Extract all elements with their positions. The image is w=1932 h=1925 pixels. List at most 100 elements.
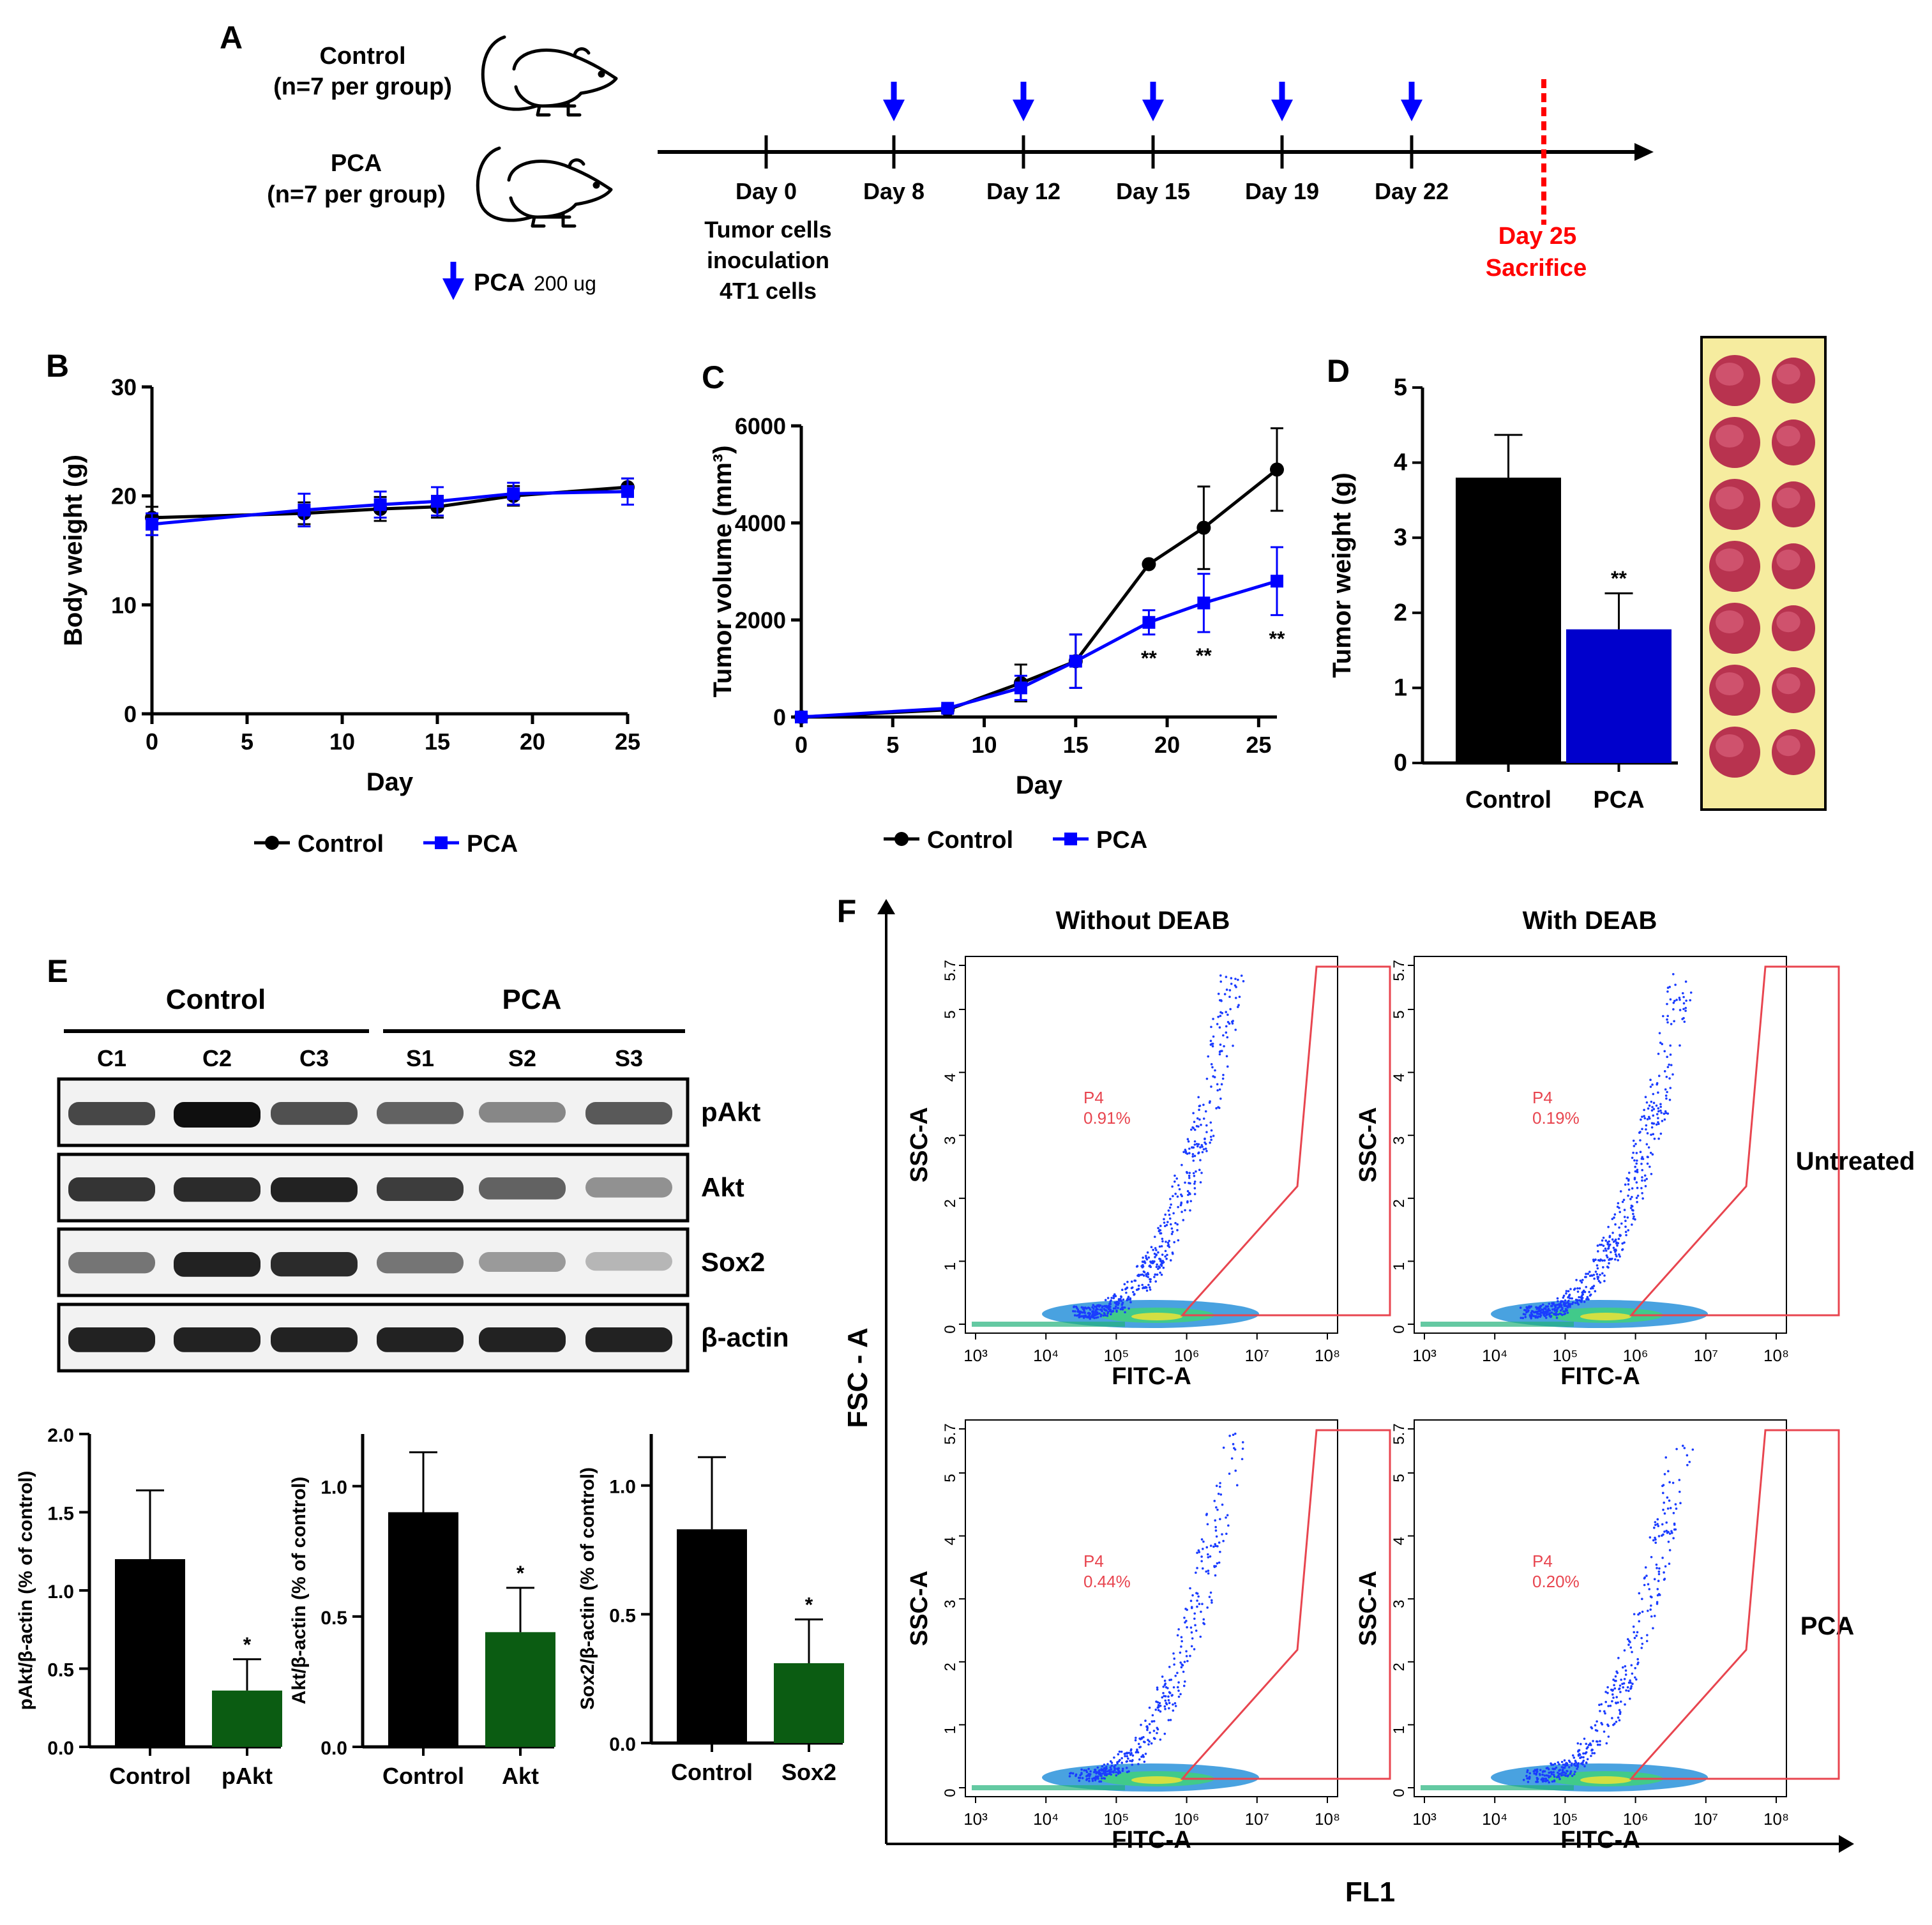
event-dot (1615, 1696, 1618, 1698)
event-dot (1630, 1685, 1633, 1687)
timeline-day-label: Day 8 (863, 178, 924, 204)
event-dot (1159, 1271, 1161, 1274)
event-dot (1532, 1315, 1536, 1317)
timeline-day-label: Day 19 (1245, 178, 1319, 204)
event-dot (1212, 1018, 1214, 1020)
event-dot (1226, 1020, 1230, 1023)
event-dot (1631, 1650, 1633, 1654)
event-dot (1083, 1769, 1085, 1772)
event-dot (1544, 1777, 1548, 1780)
event-dot (1213, 1565, 1216, 1567)
gate-percent: 0.19% (1532, 1108, 1580, 1128)
event-dot (1169, 1719, 1172, 1721)
event-dot (1127, 1757, 1129, 1760)
event-dot (1604, 1712, 1606, 1715)
event-dot (1199, 1181, 1202, 1184)
event-dot (1596, 1729, 1599, 1732)
event-dot (1596, 1267, 1599, 1270)
blot-frame (57, 1227, 690, 1297)
event-dot (1182, 1684, 1186, 1687)
flow-plot: 10³ 10⁴ 10⁵ 10⁶ 10⁷ 10⁸0123455.7FITC-ASSC-AP4… (1355, 1419, 1840, 1853)
event-dot (1216, 1023, 1219, 1025)
event-dot (1624, 1665, 1627, 1668)
event-dot (1186, 1189, 1189, 1193)
event-dot (1215, 1484, 1218, 1487)
event-dot (1627, 1689, 1630, 1693)
event-dot (1624, 1183, 1627, 1186)
event-dot (1138, 1746, 1141, 1749)
event-dot (1550, 1315, 1553, 1318)
event-dot (1562, 1294, 1566, 1297)
x-tick-label: 0 (795, 732, 808, 758)
event-dot (1634, 1170, 1638, 1173)
event-dot (1657, 1117, 1659, 1120)
x-tick-label: 10⁶ (1174, 1346, 1200, 1365)
event-dot (1120, 1295, 1123, 1299)
y-tick-label: 2000 (735, 607, 786, 633)
event-dot (1153, 1235, 1156, 1238)
event-dot (1234, 1448, 1237, 1451)
event-dot (1655, 1123, 1658, 1126)
blot-group-control: Control (166, 984, 266, 1015)
mouse-body-outline (507, 160, 613, 219)
y-axis-label: Body weight (g) (59, 455, 87, 646)
event-dot (1092, 1308, 1095, 1310)
event-dot (1168, 1239, 1171, 1242)
event-dot (1168, 1702, 1171, 1704)
event-dot (1153, 1276, 1156, 1278)
event-dot (1544, 1305, 1548, 1308)
event-dot (1129, 1301, 1132, 1304)
event-dot (1596, 1264, 1599, 1267)
event-dot (1661, 1484, 1664, 1488)
tumor-highlight (1716, 363, 1744, 386)
event-dot (1657, 1580, 1660, 1582)
event-dot (1121, 1301, 1124, 1304)
event-dot (1656, 1603, 1659, 1605)
legend-label-pca: PCA (467, 831, 518, 857)
day0-note: inoculation (707, 247, 829, 273)
event-dot (1603, 1274, 1606, 1277)
event-dot (1209, 1591, 1212, 1594)
event-dot (1240, 974, 1243, 977)
event-dot (1659, 1105, 1662, 1108)
data-point-pca (941, 702, 955, 715)
panel-label-f: F (837, 893, 857, 929)
event-dot (1664, 1456, 1668, 1459)
event-dot (1565, 1292, 1567, 1295)
event-dot (1646, 1162, 1649, 1165)
event-dot (1171, 1694, 1174, 1696)
tumor-highlight (1776, 425, 1800, 447)
event-dot (1566, 1305, 1569, 1308)
event-dot (1668, 1549, 1672, 1551)
event-dot (1176, 1672, 1179, 1674)
event-dot (1641, 1610, 1644, 1613)
event-dot (1071, 1772, 1075, 1775)
event-dot (1636, 1657, 1639, 1661)
event-dot (1580, 1295, 1583, 1298)
event-dot (1626, 1216, 1629, 1219)
timeline-day-label: Day 15 (1116, 178, 1190, 204)
event-dot (1219, 1482, 1221, 1484)
timeline-day-label: Day 22 (1375, 178, 1449, 204)
event-dot (1169, 1259, 1172, 1262)
event-dot (1633, 1159, 1636, 1162)
event-dot (1129, 1760, 1131, 1762)
event-dot (1182, 1670, 1185, 1673)
event-dot (1590, 1274, 1593, 1277)
event-dot (1200, 1538, 1204, 1541)
event-dot (1621, 1200, 1624, 1204)
event-dot (1551, 1763, 1555, 1766)
event-dot (1605, 1254, 1608, 1257)
event-dot (1614, 1223, 1617, 1226)
plot-frame (1414, 956, 1787, 1334)
event-dot (1570, 1764, 1573, 1767)
event-dot (1661, 1119, 1664, 1122)
y-tick-label: 5.7 (1391, 960, 1408, 981)
mouse-feet (531, 211, 577, 228)
event-dot (1579, 1742, 1582, 1746)
event-dot (1230, 983, 1233, 985)
event-dot (1200, 1560, 1203, 1562)
event-dot (1571, 1297, 1573, 1300)
population-tail (972, 1785, 1125, 1790)
data-point-pca (146, 518, 158, 531)
